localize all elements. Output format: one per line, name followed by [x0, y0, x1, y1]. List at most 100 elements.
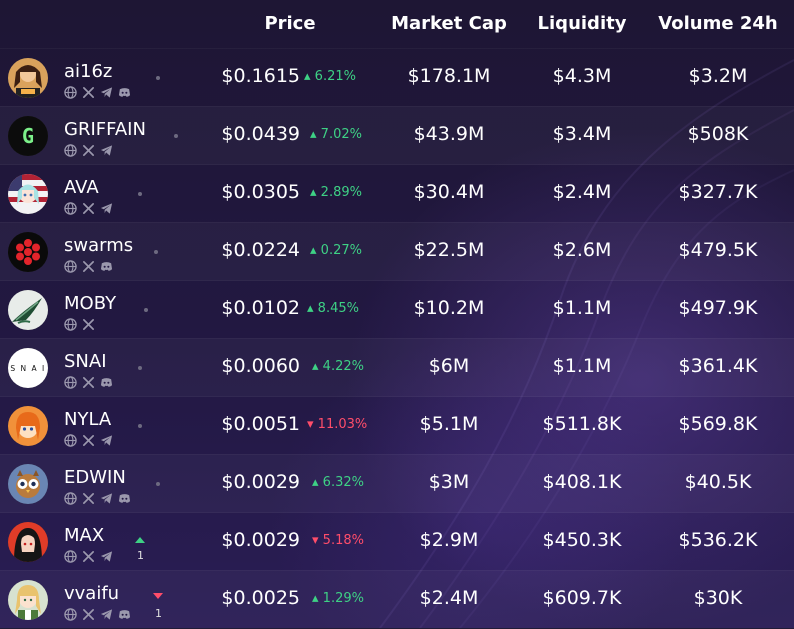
token-name[interactable]: AVA: [64, 177, 99, 198]
token-name[interactable]: MAX: [64, 525, 105, 546]
price-change: ▾ 5.18%: [312, 533, 364, 548]
token-price: $0.1615: [221, 65, 300, 87]
table-row[interactable]: ai16z $0.1615 ▴ 6.21% $178.1M $4.3M $3.2M: [0, 48, 794, 107]
token-price: $0.0025: [221, 587, 300, 609]
discord-icon[interactable]: [100, 376, 113, 389]
token-avatar: [8, 232, 48, 272]
telegram-icon[interactable]: [100, 202, 113, 215]
status-dot: [154, 250, 158, 254]
token-name[interactable]: vvaifu: [64, 583, 120, 604]
globe-icon[interactable]: [64, 607, 77, 621]
token-social-links: [64, 607, 131, 621]
volume-24h: $361.4K: [678, 355, 758, 377]
table-row[interactable]: S N A I SNAI $0.0060 ▴ 4.22% $6M $1.1M $361.4K: [0, 338, 794, 397]
price-change-value: 2.89%: [320, 185, 362, 200]
volume-24h: $497.9K: [678, 297, 758, 319]
token-price: $0.0305: [221, 181, 300, 203]
svg-text:G: G: [22, 124, 34, 148]
x-icon[interactable]: [82, 434, 95, 447]
x-icon[interactable]: [82, 550, 95, 563]
globe-icon[interactable]: [64, 433, 77, 447]
header-market-cap[interactable]: Market Cap: [391, 13, 507, 34]
token-price: $0.0051: [221, 413, 300, 435]
volume-24h: $536.2K: [678, 529, 758, 551]
table-row[interactable]: NYLA $0.0051 ▾ 11.03% $5.1M $511.8K $569.8K: [0, 396, 794, 455]
x-icon[interactable]: [82, 202, 95, 215]
price-change-value: 7.02%: [320, 127, 362, 142]
liquidity: $511.8K: [542, 413, 622, 435]
globe-icon[interactable]: [64, 317, 77, 331]
price-change-value: 6.21%: [314, 69, 356, 84]
telegram-icon[interactable]: [100, 434, 113, 447]
globe-icon[interactable]: [64, 201, 77, 215]
price-change: ▴ 6.32%: [312, 475, 364, 490]
price-change-value: 1.29%: [322, 591, 364, 606]
token-social-links: [64, 259, 113, 273]
token-name[interactable]: NYLA: [64, 409, 112, 430]
status-dot: [144, 308, 148, 312]
discord-icon[interactable]: [118, 608, 131, 621]
x-icon[interactable]: [82, 260, 95, 273]
header-liquidity[interactable]: Liquidity: [537, 13, 627, 34]
globe-icon[interactable]: [64, 85, 77, 99]
triangle-up-icon: ▴: [312, 359, 323, 374]
x-icon[interactable]: [82, 144, 95, 157]
token-social-links: [64, 201, 113, 215]
liquidity: $1.1M: [552, 355, 612, 377]
token-avatar: [8, 464, 48, 504]
token-name[interactable]: EDWIN: [64, 467, 126, 488]
token-price: $0.0224: [221, 239, 300, 261]
volume-24h: $569.8K: [678, 413, 758, 435]
globe-icon[interactable]: [64, 549, 77, 563]
token-name[interactable]: swarms: [64, 235, 134, 256]
market-cap: $43.9M: [413, 123, 485, 145]
table-row[interactable]: MOBY $0.0102 ▴ 8.45% $10.2M $1.1M $497.9K: [0, 280, 794, 339]
price-change-value: 0.27%: [320, 243, 362, 258]
globe-icon[interactable]: [64, 143, 77, 157]
discord-icon[interactable]: [100, 260, 113, 273]
globe-icon[interactable]: [64, 491, 77, 505]
token-name[interactable]: SNAI: [64, 351, 107, 372]
price-change: ▾ 11.03%: [307, 417, 367, 432]
price-change-value: 8.45%: [317, 301, 359, 316]
price-change-value: 4.22%: [322, 359, 364, 374]
market-cap: $6M: [428, 355, 470, 377]
table-row[interactable]: EDWIN $0.0029 ▴ 6.32% $3M $408.1K $40.5K: [0, 454, 794, 513]
x-icon[interactable]: [82, 608, 95, 621]
table-row[interactable]: swarms $0.0224 ▴ 0.27% $22.5M $2.6M $479.5K: [0, 222, 794, 281]
volume-24h: $40.5K: [684, 471, 752, 493]
globe-icon[interactable]: [64, 375, 77, 389]
price-change: ▴ 4.22%: [312, 359, 364, 374]
table-row[interactable]: vvaifu 1 $0.0025 ▴ 1.29% $2.4M $609.7K $30K: [0, 570, 794, 629]
market-cap: $22.5M: [413, 239, 485, 261]
globe-icon[interactable]: [64, 259, 77, 273]
volume-24h: $30K: [693, 587, 743, 609]
discord-icon[interactable]: [118, 86, 131, 99]
token-social-links: [64, 317, 95, 331]
telegram-icon[interactable]: [100, 550, 113, 563]
x-icon[interactable]: [82, 318, 95, 331]
token-name[interactable]: GRIFFAIN: [64, 119, 146, 140]
rank-down-icon: [153, 593, 163, 599]
triangle-up-icon: ▴: [312, 475, 323, 490]
header-price[interactable]: Price: [264, 13, 316, 34]
token-name[interactable]: MOBY: [64, 293, 117, 314]
x-icon[interactable]: [82, 86, 95, 99]
table-row[interactable]: AVA $0.0305 ▴ 2.89% $30.4M $2.4M $327.7K: [0, 164, 794, 223]
telegram-icon[interactable]: [100, 86, 113, 99]
telegram-icon[interactable]: [100, 492, 113, 505]
token-avatar: [8, 58, 48, 98]
token-avatar: [8, 406, 48, 446]
svg-text:S N A I: S N A I: [10, 364, 45, 373]
x-icon[interactable]: [82, 376, 95, 389]
telegram-icon[interactable]: [100, 144, 113, 157]
telegram-icon[interactable]: [100, 608, 113, 621]
price-change: ▴ 0.27%: [310, 243, 362, 258]
x-icon[interactable]: [82, 492, 95, 505]
table-row[interactable]: MAX 1 $0.0029 ▾ 5.18% $2.9M $450.3K $536.2K: [0, 512, 794, 571]
discord-icon[interactable]: [118, 492, 131, 505]
table-row[interactable]: G GRIFFAIN $0.0439 ▴ 7.02% $43.9M $3.4M $508K: [0, 106, 794, 165]
header-volume[interactable]: Volume 24h: [658, 13, 778, 34]
token-name[interactable]: ai16z: [64, 61, 113, 82]
